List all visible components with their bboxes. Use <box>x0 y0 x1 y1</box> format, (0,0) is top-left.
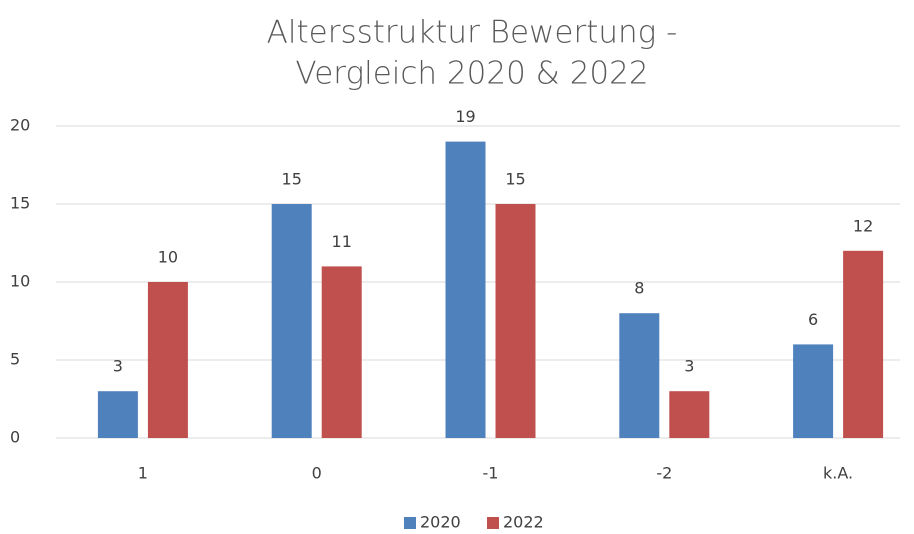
x-tick-label: -1 <box>483 464 499 483</box>
x-tick-label: 0 <box>312 464 322 483</box>
data-label: 15 <box>505 170 525 189</box>
bar <box>147 282 188 438</box>
y-tick-label: 15 <box>10 194 30 213</box>
data-label: 12 <box>853 216 873 235</box>
bar <box>321 266 362 438</box>
y-tick-label: 10 <box>10 272 30 291</box>
bar <box>793 344 834 438</box>
bar <box>495 204 536 438</box>
bar <box>669 391 710 438</box>
bar <box>445 141 486 438</box>
chart-title: Vergleich 2020 & 2022 <box>295 56 648 92</box>
chart-title: Altersstruktur Bewertung - <box>267 15 678 51</box>
y-tick-label: 0 <box>10 428 20 447</box>
x-tick-label: k.A. <box>823 464 853 483</box>
bar <box>843 250 884 438</box>
legend-swatch <box>404 517 416 529</box>
bar <box>619 313 660 438</box>
y-tick-label: 5 <box>10 350 20 369</box>
data-label: 8 <box>634 279 644 298</box>
data-label: 6 <box>808 310 818 329</box>
x-tick-label: 1 <box>138 464 148 483</box>
legend-swatch <box>487 517 499 529</box>
data-label: 3 <box>113 357 123 376</box>
legend-label: 2022 <box>503 513 544 532</box>
data-label: 3 <box>684 357 694 376</box>
x-tick-label: -2 <box>656 464 672 483</box>
data-label: 11 <box>332 232 352 251</box>
bar <box>271 204 312 438</box>
data-label: 15 <box>282 170 302 189</box>
data-label: 19 <box>455 107 475 126</box>
data-label: 10 <box>158 248 178 267</box>
legend-label: 2020 <box>420 513 461 532</box>
bar <box>97 391 138 438</box>
y-tick-label: 20 <box>10 116 30 135</box>
